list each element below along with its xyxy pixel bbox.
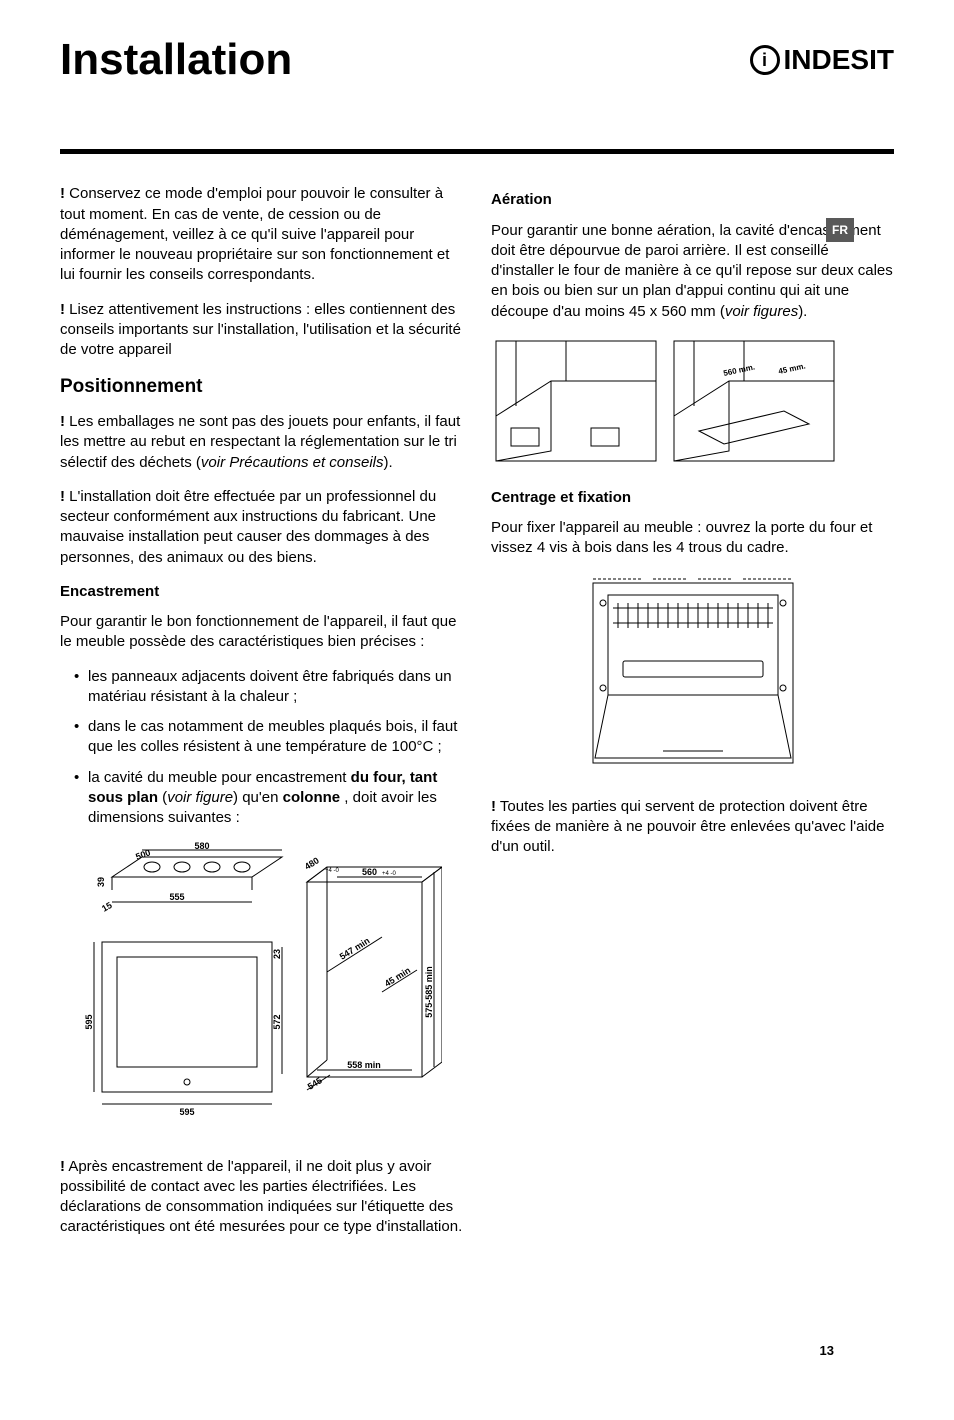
warning-professional-install: ! L'installation doit être effectuée par… xyxy=(60,487,463,568)
svg-text:572: 572 xyxy=(272,1015,282,1030)
centrage-text: Pour fixer l'appareil au meuble : ouvrez… xyxy=(491,518,894,559)
svg-text:555: 555 xyxy=(169,892,184,902)
svg-text:500: 500 xyxy=(134,848,152,863)
language-tab: FR xyxy=(826,218,854,242)
dimensions-svg: 580 500 39 15 555 595 595 572 23 480 +4 … xyxy=(82,842,442,1132)
heading-positionnement: Positionnement xyxy=(60,374,463,400)
left-column: ! Conservez ce mode d'emploi pour pouvoi… xyxy=(60,184,463,1251)
svg-text:560: 560 xyxy=(362,867,377,877)
svg-text:+4 -0: +4 -0 xyxy=(325,868,340,874)
centering-figure xyxy=(491,573,894,779)
heading-centrage: Centrage et fixation xyxy=(491,488,894,508)
encastrement-requirements: les panneaux adjacents doivent être fabr… xyxy=(60,667,463,829)
svg-text:15: 15 xyxy=(100,900,114,914)
page-header: Installation i INDESIT xyxy=(60,30,894,89)
brand-icon: i xyxy=(750,45,780,75)
svg-text:595: 595 xyxy=(84,1015,94,1030)
heading-encastrement: Encastrement xyxy=(60,582,463,602)
warning-protection-parts: ! Toutes les parties qui servent de prot… xyxy=(491,797,894,858)
centering-svg xyxy=(573,573,813,773)
svg-text:23: 23 xyxy=(272,949,282,959)
heading-aeration: Aération xyxy=(491,190,894,210)
warning-read-instructions: ! Lisez attentivement les instructions :… xyxy=(60,300,463,361)
aeration-fig-blocks xyxy=(491,336,661,466)
warning-packaging: ! Les emballages ne sont pas des jouets … xyxy=(60,412,463,473)
aeration-fig-cutout: 560 mm. 45 mm. xyxy=(669,336,839,466)
svg-text:560 mm.: 560 mm. xyxy=(723,362,756,377)
svg-text:+4 -0: +4 -0 xyxy=(382,871,397,877)
list-item: la cavité du meuble pour encastrement du… xyxy=(74,768,463,829)
svg-text:558 min: 558 min xyxy=(347,1060,381,1070)
list-item: les panneaux adjacents doivent être fabr… xyxy=(74,667,463,708)
right-column: Aération Pour garantir une bonne aératio… xyxy=(491,184,894,1251)
brand-text: INDESIT xyxy=(784,41,894,79)
dimensions-figure: 580 500 39 15 555 595 595 572 23 480 +4 … xyxy=(60,842,463,1138)
svg-text:39: 39 xyxy=(96,877,106,887)
svg-text:480: 480 xyxy=(302,856,320,872)
page-title: Installation xyxy=(60,30,292,89)
svg-text:45 min: 45 min xyxy=(382,965,411,989)
svg-text:580: 580 xyxy=(194,842,209,851)
brand-logo: i INDESIT xyxy=(750,41,894,79)
header-rule xyxy=(60,149,894,154)
aeration-figures: 560 mm. 45 mm. xyxy=(491,336,894,466)
list-item: dans le cas notamment de meubles plaqués… xyxy=(74,717,463,758)
encastrement-intro: Pour garantir le bon fonctionnement de l… xyxy=(60,612,463,653)
svg-text:45 mm.: 45 mm. xyxy=(778,361,807,376)
svg-text:547 min: 547 min xyxy=(337,936,371,962)
svg-text:575-585 min: 575-585 min xyxy=(424,967,434,1019)
page-number: 13 xyxy=(820,1342,834,1360)
svg-text:595: 595 xyxy=(179,1107,194,1117)
warning-after-install: ! Après encastrement de l'appareil, il n… xyxy=(60,1157,463,1238)
content-columns: ! Conservez ce mode d'emploi pour pouvoi… xyxy=(60,184,894,1251)
warning-keep-manual: ! Conservez ce mode d'emploi pour pouvoi… xyxy=(60,184,463,285)
svg-text:545: 545 xyxy=(305,1076,323,1092)
